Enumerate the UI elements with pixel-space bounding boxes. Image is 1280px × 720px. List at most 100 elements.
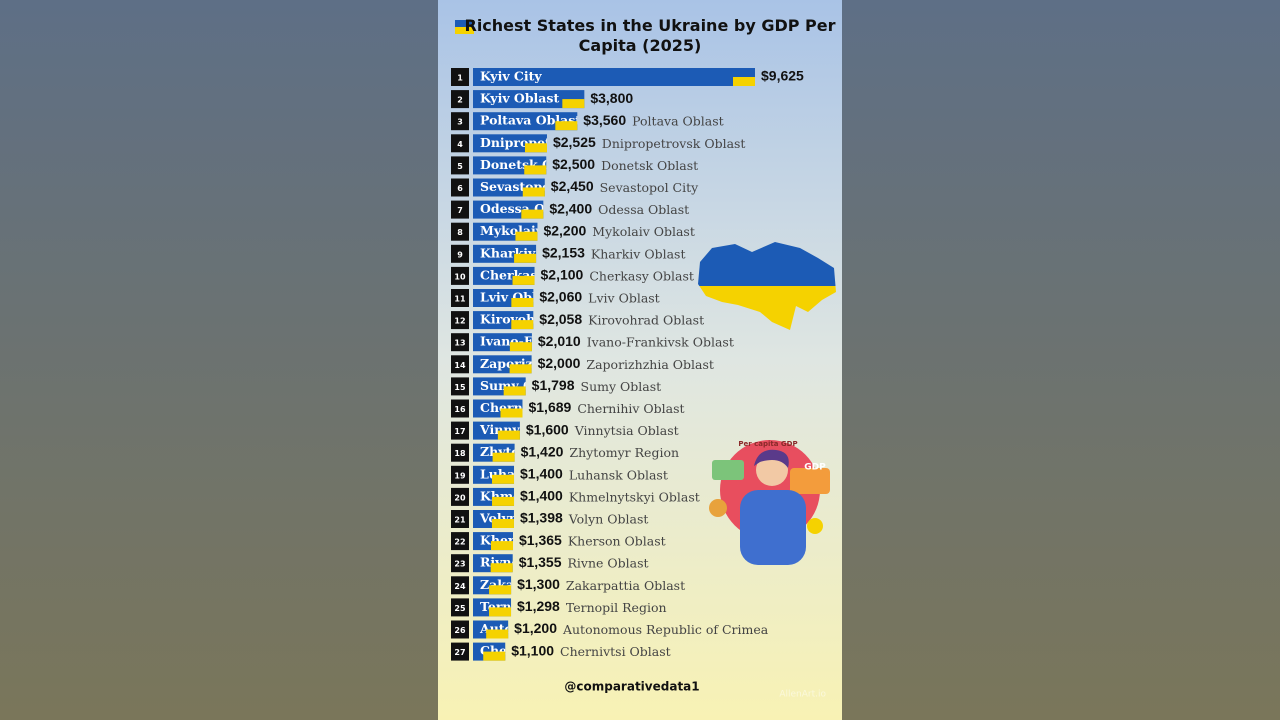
- bar-flag: [503, 386, 526, 396]
- category-label: Chernihiv Oblast: [577, 401, 684, 416]
- value-label: $2,525: [553, 134, 596, 150]
- rank: 7: [457, 206, 463, 215]
- value-label: $1,365: [519, 532, 562, 548]
- bar-flag: [490, 563, 513, 573]
- rank-box: [451, 266, 469, 285]
- rank: 11: [454, 295, 466, 304]
- value-label: $3,800: [590, 90, 633, 106]
- rank-box: [451, 200, 469, 219]
- category-label: Poltava Oblast: [632, 114, 724, 129]
- category-label: Zaporizhzhia Oblast: [586, 357, 713, 372]
- rank: 27: [454, 648, 465, 657]
- category-label: Sevastopol City: [600, 180, 700, 195]
- bar-flag: [509, 342, 532, 352]
- category-label: Odessa Oblast: [598, 202, 689, 217]
- category-label: Volyn Oblast: [568, 512, 649, 527]
- value-label: $2,400: [549, 200, 592, 216]
- bar-flag: [492, 474, 515, 484]
- value-label: $1,298: [517, 598, 560, 614]
- rank: 9: [457, 250, 463, 259]
- value-label: $9,625: [761, 68, 804, 84]
- value-label: $2,058: [539, 311, 582, 327]
- rank: 21: [454, 516, 466, 525]
- rank-box: [451, 465, 469, 484]
- rank-box: [451, 355, 469, 374]
- bar-flag: [500, 408, 523, 418]
- rank-box: [451, 112, 469, 131]
- bar-flag: [511, 298, 534, 307]
- value-label: $1,798: [532, 377, 575, 393]
- bar-flag: [483, 651, 506, 661]
- category-label: Cherkasy Oblast: [589, 268, 694, 283]
- rank: 10: [454, 272, 466, 281]
- category-label: Luhansk Oblast: [569, 467, 668, 482]
- bar: [473, 90, 585, 109]
- value-label: $1,400: [520, 466, 563, 482]
- category-label: Ivano-Frankivsk Oblast: [587, 335, 734, 350]
- rank: 16: [454, 405, 466, 414]
- category-label: Chernivtsi Oblast: [560, 644, 671, 659]
- bar-flag: [511, 320, 534, 330]
- bar-flag: [515, 231, 538, 241]
- value-label: $1,355: [519, 554, 562, 570]
- category-label: Kirovohrad Oblast: [588, 313, 704, 328]
- rank-box: [451, 620, 469, 639]
- rank: 1: [457, 74, 463, 83]
- rank: 17: [454, 427, 465, 436]
- rank-box: [451, 289, 469, 307]
- rank-box: [451, 598, 469, 617]
- rank: 25: [454, 604, 466, 613]
- blurred-side: [842, 0, 1280, 720]
- rank: 15: [454, 383, 466, 392]
- watermark: AllenArt.io: [779, 690, 826, 700]
- bar: [473, 112, 578, 131]
- value-label: $2,500: [552, 156, 595, 172]
- credit: @comparativedata1: [564, 680, 699, 694]
- category-label: Lviv Oblast: [588, 291, 660, 306]
- category-label: Ternopil Region: [566, 600, 667, 615]
- rank: 3: [457, 118, 463, 127]
- value-label: $2,100: [541, 267, 584, 283]
- bar-flag: [492, 452, 515, 462]
- bar-flag: [491, 519, 514, 528]
- value-label: $2,060: [539, 289, 582, 305]
- rank: 6: [457, 184, 463, 193]
- rank-box: [451, 510, 469, 528]
- bar-flag: [486, 629, 509, 639]
- category-label: Sumy Oblast: [581, 379, 662, 394]
- rank-box: [451, 333, 469, 352]
- bar-flag: [509, 364, 532, 374]
- rank-box: [451, 443, 469, 462]
- rank-box: [451, 222, 469, 241]
- value-label: $2,450: [551, 178, 594, 194]
- value-label: $1,100: [511, 642, 554, 658]
- rank-box: [451, 134, 469, 153]
- bar-label: Poltava Oblast: [480, 113, 581, 128]
- bar-flag: [733, 77, 755, 86]
- value-label: $1,200: [514, 620, 557, 636]
- value-label: $1,600: [526, 421, 569, 437]
- bar-flag: [492, 496, 515, 506]
- rank-box: [451, 244, 469, 263]
- bar-label: Kyiv Oblast: [480, 91, 559, 106]
- rank-box: [451, 421, 469, 440]
- bar-flag: [524, 165, 547, 175]
- bar-flag: [489, 585, 512, 595]
- rank-box: [451, 311, 469, 330]
- rank: 13: [454, 339, 465, 348]
- illustration-badge: GDP: [804, 463, 826, 473]
- blurred-side: [0, 0, 438, 720]
- value-label: $2,000: [538, 355, 581, 371]
- bar-flag: [512, 275, 535, 285]
- rank: 8: [457, 228, 463, 237]
- bar-label: Kyiv City: [480, 69, 542, 84]
- rank: 14: [454, 361, 466, 370]
- value-label: $2,153: [542, 245, 585, 261]
- category-label: Rivne Oblast: [568, 556, 649, 571]
- category-label: Dnipropetrovsk Oblast: [602, 136, 746, 151]
- value-label: $1,300: [517, 576, 560, 592]
- value-label: $3,560: [583, 112, 626, 128]
- character-illustration: [709, 440, 830, 565]
- category-label: Donetsk Oblast: [601, 158, 698, 173]
